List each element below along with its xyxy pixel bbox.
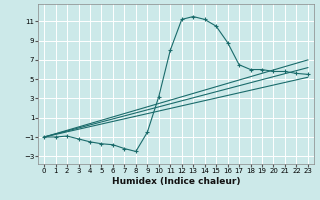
X-axis label: Humidex (Indice chaleur): Humidex (Indice chaleur): [112, 177, 240, 186]
